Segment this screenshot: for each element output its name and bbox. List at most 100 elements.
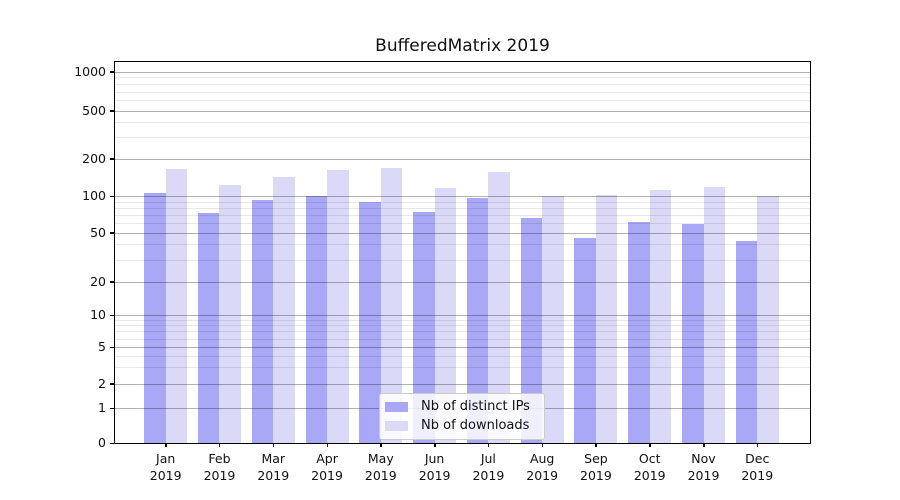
x-tick-label-mar: Mar 2019	[243, 451, 303, 484]
x-tick-label-jul: Jul 2019	[458, 451, 518, 484]
gridline-minor	[115, 84, 810, 86]
gridline-minor	[115, 355, 810, 357]
gridline-minor	[115, 367, 810, 369]
legend-swatch-distinct-ips	[385, 401, 408, 412]
gridline-minor	[115, 77, 810, 79]
gridline-minor	[115, 338, 810, 340]
legend-label-downloads: Nb of downloads	[421, 418, 530, 433]
x-tick-label-nov: Nov 2019	[674, 451, 734, 484]
bar-distinct-ips-feb	[197, 212, 220, 443]
bar-downloads-feb	[219, 184, 241, 443]
y-tick-label: 50	[90, 224, 106, 240]
gridline-minor	[115, 91, 810, 93]
bar-distinct-ips-jun	[413, 211, 435, 443]
bar-distinct-ips-mar	[251, 200, 274, 443]
bar-downloads-sep	[595, 195, 618, 443]
bar-downloads-jun	[434, 187, 457, 443]
plot-area: Nb of distinct IPs Nb of downloads	[114, 61, 811, 444]
legend-item-distinct-ips: Nb of distinct IPs	[385, 397, 530, 416]
gridline-minor	[115, 325, 810, 327]
y-tick-label: 1000	[74, 63, 106, 79]
gridline-major	[115, 158, 810, 160]
x-tick-year: 2019	[741, 467, 774, 483]
legend-label-distinct-ips: Nb of distinct IPs	[421, 399, 530, 414]
legend-swatch-downloads	[385, 420, 408, 431]
x-tick	[218, 443, 221, 447]
x-tick	[165, 443, 167, 447]
x-tick-label-dec: Dec 2019	[727, 451, 787, 484]
x-tick-label-aug: Aug 2019	[512, 451, 572, 484]
bar-downloads-nov	[703, 186, 725, 443]
y-tick-label: 20	[90, 273, 106, 289]
x-tick-year: 2019	[526, 467, 559, 483]
x-tick-year: 2019	[149, 467, 182, 483]
y-tick	[110, 314, 114, 316]
x-tick	[649, 443, 651, 447]
gridline-minor	[115, 319, 810, 321]
x-tick-year: 2019	[472, 467, 505, 483]
x-tick-label-oct: Oct 2019	[620, 451, 680, 484]
y-tick	[110, 442, 114, 444]
bar-downloads-jul	[488, 171, 510, 443]
gridline-minor	[115, 331, 810, 333]
gridline-major	[115, 196, 810, 197]
x-tick	[434, 443, 436, 447]
gridline-minor	[115, 137, 810, 139]
x-tick-label-apr: Apr 2019	[297, 451, 357, 484]
x-tick	[595, 443, 597, 447]
bar-distinct-ips-jul	[466, 197, 489, 443]
x-tick-label-feb: Feb 2019	[189, 451, 249, 484]
y-tick	[110, 281, 114, 283]
y-tick-label: 1	[98, 400, 106, 415]
x-tick-label-sep: Sep 2019	[566, 451, 626, 484]
gridline-minor	[115, 207, 810, 209]
gridline-minor	[115, 201, 810, 203]
x-tick-year: 2019	[633, 467, 666, 483]
y-tick-label: 10	[90, 307, 106, 322]
gridline-minor	[115, 222, 810, 224]
y-tick	[110, 346, 114, 348]
y-tick	[110, 158, 114, 160]
x-tick-year: 2019	[580, 467, 612, 483]
bar-downloads-dec	[757, 196, 779, 443]
x-tick	[487, 443, 490, 447]
bar-downloads-aug	[542, 196, 564, 443]
chart-title: BufferedMatrix 2019	[375, 36, 550, 56]
x-tick	[541, 443, 544, 447]
bar-distinct-ips-nov	[682, 223, 704, 443]
gridline-major	[115, 347, 810, 348]
bar-distinct-ips-sep	[574, 238, 596, 443]
gridline-minor	[115, 122, 810, 124]
x-tick	[703, 443, 705, 447]
legend-item-downloads: Nb of downloads	[385, 416, 530, 435]
x-tick-label-jun: Jun 2019	[405, 451, 465, 484]
bar-distinct-ips-may	[359, 202, 381, 443]
gridline-minor	[115, 214, 810, 216]
bar-distinct-ips-jan	[144, 193, 166, 443]
bar-distinct-ips-apr	[305, 196, 328, 443]
y-tick	[110, 407, 114, 409]
y-tick-label: 2	[98, 375, 106, 391]
gridline-major	[115, 71, 810, 73]
x-tick-year: 2019	[203, 467, 236, 483]
x-tick-label-jan: Jan 2019	[136, 451, 196, 484]
gridline-major	[115, 383, 810, 385]
bar-distinct-ips-dec	[735, 240, 758, 443]
gridline-major	[115, 110, 810, 112]
x-tick	[272, 443, 275, 447]
bar-downloads-may	[380, 168, 403, 443]
y-tick-label: 0	[98, 435, 106, 450]
y-tick-label: 5	[98, 339, 106, 354]
x-tick-label-may: May 2019	[351, 451, 411, 484]
y-tick-label: 100	[82, 188, 106, 203]
gridline-minor	[115, 100, 810, 102]
y-tick-label: 200	[82, 150, 106, 166]
legend: Nb of distinct IPs Nb of downloads	[379, 393, 545, 440]
gridline-minor	[115, 259, 810, 261]
bar-downloads-jan	[165, 168, 188, 443]
bar-distinct-ips-aug	[520, 217, 543, 443]
x-tick-year: 2019	[311, 467, 343, 483]
gridline-minor	[115, 244, 810, 246]
y-tick	[110, 195, 114, 197]
